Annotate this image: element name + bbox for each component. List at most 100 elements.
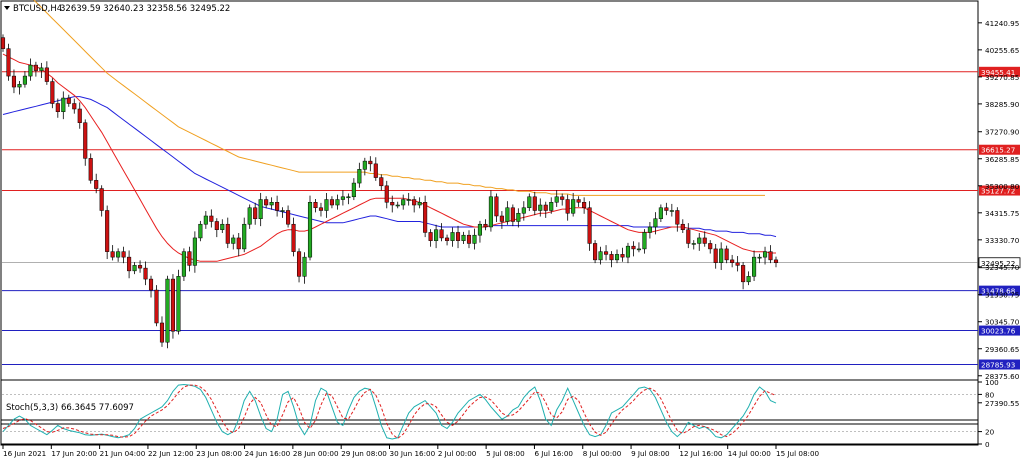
- bearish-candle: [72, 103, 77, 110]
- price-tick-label: 36285.85: [985, 155, 1019, 164]
- bullish-candle: [269, 202, 274, 206]
- bearish-candle: [318, 207, 324, 211]
- bearish-candle: [379, 177, 384, 187]
- stoch-tick-label: 80: [985, 390, 995, 399]
- price-tick-label: 32345.70: [985, 263, 1020, 272]
- stoch-tick-label: 100: [985, 378, 999, 387]
- time-tick-label: 14 Jul 00:00: [728, 449, 772, 458]
- level-price-tag: [979, 325, 1020, 336]
- stoch-pane-frame-upper: [0, 423, 979, 445]
- time-tick-label: 28 Jun 00:00: [293, 449, 339, 458]
- bullish-candle: [22, 75, 27, 85]
- bullish-candle: [417, 202, 422, 206]
- time-tick-label: 30 Jun 16:00: [390, 449, 436, 458]
- bullish-candle: [488, 196, 493, 228]
- level-price-label: 36615.27: [981, 146, 1015, 155]
- level-price-tag: [979, 144, 1020, 155]
- bearish-candle: [664, 207, 669, 211]
- bearish-candle: [565, 199, 570, 214]
- chart-title: BTCUSD,H4: [13, 4, 62, 14]
- bearish-candle: [724, 248, 729, 261]
- bullish-candle: [280, 210, 285, 212]
- bearish-candle: [44, 67, 49, 82]
- level-price-label: 31478.68: [981, 287, 1016, 296]
- bullish-candle: [625, 245, 631, 258]
- bullish-candle: [61, 97, 66, 112]
- bullish-candle: [647, 226, 652, 233]
- bearish-candle: [609, 254, 614, 261]
- bearish-candle: [686, 229, 691, 244]
- current-price-label: 32495.22: [981, 259, 1015, 268]
- ohlc-header: 32639.59 32640.23 32358.56 32495.22: [60, 4, 230, 14]
- bullish-candle: [302, 256, 307, 277]
- bearish-candle: [214, 221, 219, 230]
- bearish-candle: [455, 232, 461, 241]
- stoch-main-line: [2, 383, 777, 440]
- bullish-candle: [181, 251, 186, 277]
- bearish-candle: [6, 48, 11, 77]
- bearish-candle: [560, 196, 565, 200]
- bearish-candle: [127, 256, 132, 272]
- bullish-candle: [247, 207, 252, 225]
- bullish-candle: [198, 223, 203, 239]
- bearish-candle: [170, 278, 176, 332]
- bullish-candle: [757, 256, 762, 259]
- level-price-tag: [979, 359, 1020, 370]
- bullish-candle: [636, 248, 641, 251]
- stochastic-pane: 100 80 20 0: [0, 378, 999, 449]
- time-tick-label: 17 Jun 20:00: [51, 449, 97, 458]
- bullish-candle: [406, 199, 411, 201]
- bullish-candle: [669, 210, 674, 212]
- bearish-candle: [494, 196, 499, 217]
- bearish-candle: [593, 243, 598, 261]
- bearish-candle: [445, 237, 450, 241]
- bullish-candle: [335, 199, 340, 206]
- moving-averages: [2, 0, 777, 262]
- bullish-candle: [258, 199, 263, 219]
- symbol-menu-icon[interactable]: [4, 6, 10, 10]
- bearish-candle: [587, 207, 592, 244]
- price-tick-label: 29360.65: [985, 345, 1019, 354]
- price-tick-label: 31330.75: [985, 291, 1019, 300]
- bullish-candle: [461, 234, 466, 241]
- price-tick-label: 27390.55: [985, 399, 1019, 408]
- time-tick-label: 21 Jun 04:00: [100, 449, 146, 458]
- ma-fast-line: [2, 53, 776, 262]
- bullish-candle: [516, 212, 521, 222]
- bearish-candle: [510, 207, 515, 222]
- level-price-tag: [979, 185, 1020, 196]
- bearish-candle: [286, 210, 291, 225]
- level-price-tag: [979, 66, 1020, 77]
- bearish-candle: [187, 251, 192, 266]
- price-tick-label: 33330.70: [985, 236, 1020, 245]
- bullish-candle: [549, 202, 554, 211]
- bullish-candle: [477, 223, 483, 236]
- stoch-title: Stoch(5,3,3) 66.3645 77.6097: [6, 403, 134, 413]
- price-tick-label: 41240.95: [985, 19, 1019, 28]
- bearish-candle: [532, 196, 537, 211]
- bullish-candle: [719, 248, 724, 263]
- time-axis: 16 Jun 2021 17 Jun 20:00 21 Jun 04:00 22 Ju…: [1, 444, 978, 458]
- bearish-candle: [50, 81, 55, 104]
- bullish-candle: [691, 243, 696, 245]
- bullish-candle: [351, 182, 356, 198]
- ma-mid-line: [2, 96, 777, 238]
- bearish-candle: [55, 103, 60, 112]
- time-tick-label: 5 Jul 08:00: [486, 449, 525, 458]
- time-tick-label: 23 Jun 08:00: [196, 449, 242, 458]
- bearish-candle: [543, 204, 548, 211]
- price-tick-label: 39270.85: [985, 73, 1019, 82]
- bullish-candle: [362, 160, 367, 170]
- bullish-candle: [203, 215, 208, 225]
- bearish-candle: [439, 229, 444, 239]
- bearish-candle: [466, 234, 472, 244]
- bullish-candle: [598, 251, 603, 261]
- bearish-candle: [11, 75, 17, 88]
- stoch-pane-frame: [0, 379, 979, 446]
- price-axis: 41240.95 40255.65 39270.85 38285.90 37270.90…: [978, 19, 1020, 408]
- bearish-candle: [576, 199, 581, 203]
- bearish-candle: [384, 185, 389, 203]
- bullish-candle: [401, 199, 406, 206]
